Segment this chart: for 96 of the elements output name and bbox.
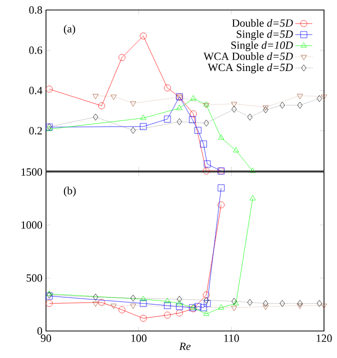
- point: [204, 160, 211, 168]
- point: [176, 310, 183, 316]
- point: [250, 195, 256, 200]
- point: [280, 300, 285, 307]
- point: [233, 147, 239, 152]
- point: [164, 84, 171, 92]
- x-axis-title: Re: [179, 342, 191, 350]
- point: [321, 94, 327, 100]
- point: [140, 114, 146, 120]
- point: [218, 201, 225, 208]
- point: [46, 290, 52, 296]
- point: [231, 306, 238, 312]
- legend-label: WCA Single d=5D: [208, 63, 293, 74]
- point: [130, 126, 136, 134]
- point: [140, 123, 147, 130]
- point: [204, 120, 209, 126]
- point: [297, 102, 302, 109]
- point: [92, 302, 99, 307]
- point: [110, 304, 117, 309]
- point: [250, 168, 256, 173]
- legend-label: Double d=5D: [232, 19, 293, 27]
- point: [204, 296, 209, 304]
- point: [164, 298, 170, 304]
- point: [176, 303, 183, 310]
- legend-label: WCA Double d=5D: [204, 52, 293, 60]
- point: [98, 102, 105, 110]
- point: [202, 168, 210, 174]
- point: [231, 102, 238, 108]
- y-tick-label: 0: [37, 327, 42, 335]
- point: [200, 304, 207, 312]
- y-tick-label: 1000: [22, 221, 42, 229]
- point: [164, 116, 171, 122]
- point: [92, 294, 98, 300]
- point: [176, 300, 182, 306]
- point: [263, 106, 268, 114]
- point: [218, 304, 224, 310]
- y-tick-label: 0.6: [29, 46, 42, 54]
- point: [232, 298, 237, 305]
- point: [140, 314, 147, 322]
- y-tick-label: 0.8: [29, 6, 42, 14]
- point: [92, 114, 98, 120]
- annotation: (a): [64, 24, 76, 35]
- x-tick-label: 110: [224, 334, 239, 342]
- point: [218, 134, 224, 140]
- point: [296, 94, 303, 100]
- point: [46, 86, 53, 92]
- y-tick-label: 500: [26, 274, 42, 282]
- point: [118, 54, 126, 61]
- point: [98, 298, 105, 306]
- y-tick-label: 0.2: [29, 127, 42, 134]
- point: [194, 126, 202, 134]
- point: [130, 294, 136, 302]
- point: [280, 102, 285, 109]
- point: [194, 303, 202, 310]
- legend-label: Single d=5D: [236, 30, 293, 40]
- point: [232, 106, 237, 113]
- y-tick-label: 0.4: [29, 86, 42, 94]
- point: [262, 105, 269, 111]
- point: [110, 94, 117, 100]
- point: [118, 306, 126, 314]
- point: [297, 300, 302, 307]
- point: [140, 296, 146, 301]
- point: [296, 304, 303, 309]
- point: [140, 32, 147, 40]
- point: [316, 95, 322, 102]
- x-tick-label: 90: [40, 334, 52, 342]
- point: [130, 101, 136, 107]
- point: [247, 298, 252, 306]
- point: [218, 184, 225, 192]
- point: [203, 310, 210, 316]
- x-tick-label: 120: [316, 334, 332, 342]
- annotation: (b): [64, 186, 76, 197]
- point: [247, 114, 252, 120]
- legend-label: Single d=10D: [231, 41, 293, 52]
- x-tick-label: 100: [131, 334, 146, 342]
- point: [204, 300, 211, 307]
- point: [176, 118, 182, 126]
- point: [263, 300, 268, 307]
- point: [176, 104, 182, 110]
- point: [92, 94, 99, 100]
- point: [130, 304, 136, 309]
- point: [164, 302, 171, 309]
- point: [140, 300, 147, 307]
- point: [321, 304, 327, 309]
- point: [190, 110, 197, 118]
- point: [262, 304, 269, 310]
- point: [176, 296, 182, 303]
- point: [190, 95, 196, 100]
- point: [164, 312, 171, 318]
- point: [202, 292, 210, 298]
- point: [233, 300, 239, 306]
- y-tick-label: 1500: [22, 168, 42, 176]
- point: [46, 300, 53, 307]
- point: [200, 140, 207, 148]
- point: [189, 116, 196, 124]
- point: [316, 300, 322, 307]
